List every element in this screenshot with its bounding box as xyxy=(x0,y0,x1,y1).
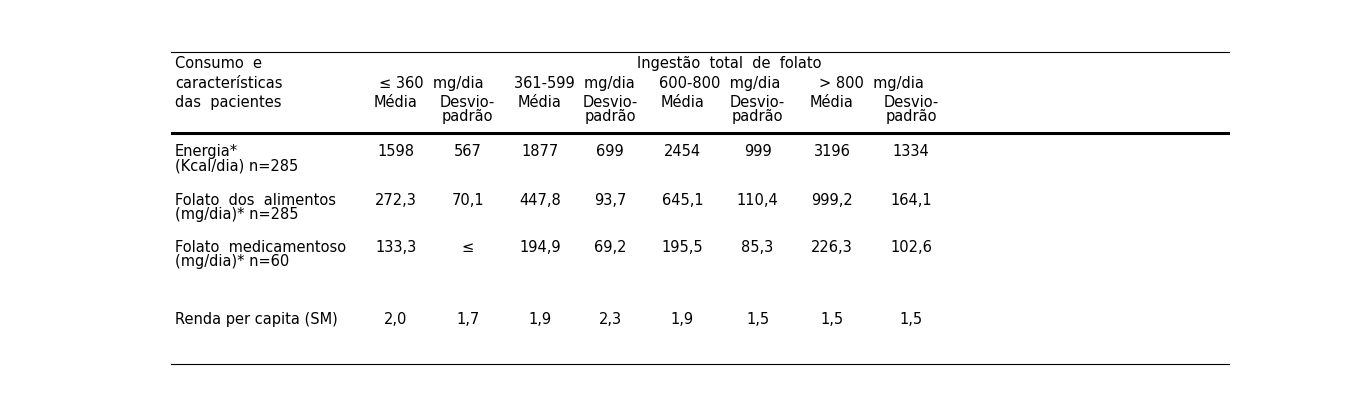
Text: 361-599  mg/dia: 361-599 mg/dia xyxy=(514,76,636,91)
Text: Folato  dos  alimentos: Folato dos alimentos xyxy=(175,193,336,208)
Text: 195,5: 195,5 xyxy=(662,241,703,256)
Text: Desvio-: Desvio- xyxy=(730,95,785,110)
Text: 194,9: 194,9 xyxy=(519,241,560,256)
Text: 93,7: 93,7 xyxy=(595,193,626,208)
Text: 133,3: 133,3 xyxy=(375,241,416,256)
Text: 110,4: 110,4 xyxy=(737,193,778,208)
Text: Desvio-: Desvio- xyxy=(582,95,638,110)
Text: ≤ 360  mg/dia: ≤ 360 mg/dia xyxy=(379,76,484,91)
Text: 447,8: 447,8 xyxy=(519,193,560,208)
Text: 1877: 1877 xyxy=(521,144,558,159)
Text: (mg/dia)* n=285: (mg/dia)* n=285 xyxy=(175,207,298,222)
Text: 102,6: 102,6 xyxy=(890,241,932,256)
Text: 164,1: 164,1 xyxy=(890,193,932,208)
Text: padrão: padrão xyxy=(731,109,783,124)
Text: Média: Média xyxy=(518,95,562,110)
Text: 2454: 2454 xyxy=(664,144,701,159)
Text: (mg/dia)* n=60: (mg/dia)* n=60 xyxy=(175,254,288,269)
Text: 999,2: 999,2 xyxy=(811,193,853,208)
Text: 69,2: 69,2 xyxy=(595,241,626,256)
Text: Folato  medicamentoso: Folato medicamentoso xyxy=(175,241,346,256)
Text: 226,3: 226,3 xyxy=(811,241,853,256)
Text: 999: 999 xyxy=(744,144,771,159)
Text: 1,7: 1,7 xyxy=(457,312,480,327)
Text: 645,1: 645,1 xyxy=(662,193,703,208)
Text: 1,9: 1,9 xyxy=(671,312,694,327)
Text: Média: Média xyxy=(373,95,417,110)
Text: 1,5: 1,5 xyxy=(746,312,770,327)
Text: 2,3: 2,3 xyxy=(599,312,622,327)
Text: Desvio-: Desvio- xyxy=(440,95,495,110)
Text: Consumo  e: Consumo e xyxy=(175,57,261,72)
Text: Renda per capita (SM): Renda per capita (SM) xyxy=(175,312,338,327)
Text: 85,3: 85,3 xyxy=(741,241,774,256)
Text: 272,3: 272,3 xyxy=(375,193,417,208)
Text: das  pacientes: das pacientes xyxy=(175,95,282,110)
Text: 567: 567 xyxy=(454,144,481,159)
Text: características: características xyxy=(175,76,282,91)
Text: 1,5: 1,5 xyxy=(899,312,923,327)
Text: 699: 699 xyxy=(596,144,625,159)
Text: > 800  mg/dia: > 800 mg/dia xyxy=(819,76,924,91)
Text: padrão: padrão xyxy=(442,109,493,124)
Text: 70,1: 70,1 xyxy=(451,193,484,208)
Text: Ingestão  total  de  folato: Ingestão total de folato xyxy=(637,57,822,72)
Text: 1,5: 1,5 xyxy=(820,312,843,327)
Text: 2,0: 2,0 xyxy=(384,312,407,327)
Text: 1334: 1334 xyxy=(893,144,930,159)
Text: padrão: padrão xyxy=(886,109,936,124)
Text: Energia*: Energia* xyxy=(175,144,238,159)
Text: 3196: 3196 xyxy=(813,144,850,159)
Text: (Kcal/dia) n=285: (Kcal/dia) n=285 xyxy=(175,158,298,173)
Text: 1598: 1598 xyxy=(377,144,414,159)
Text: Média: Média xyxy=(660,95,704,110)
Text: ≤: ≤ xyxy=(462,241,474,256)
Text: Desvio-: Desvio- xyxy=(883,95,939,110)
Text: Média: Média xyxy=(811,95,854,110)
Text: 600-800  mg/dia: 600-800 mg/dia xyxy=(659,76,781,91)
Text: 1,9: 1,9 xyxy=(528,312,551,327)
Text: padrão: padrão xyxy=(585,109,636,124)
